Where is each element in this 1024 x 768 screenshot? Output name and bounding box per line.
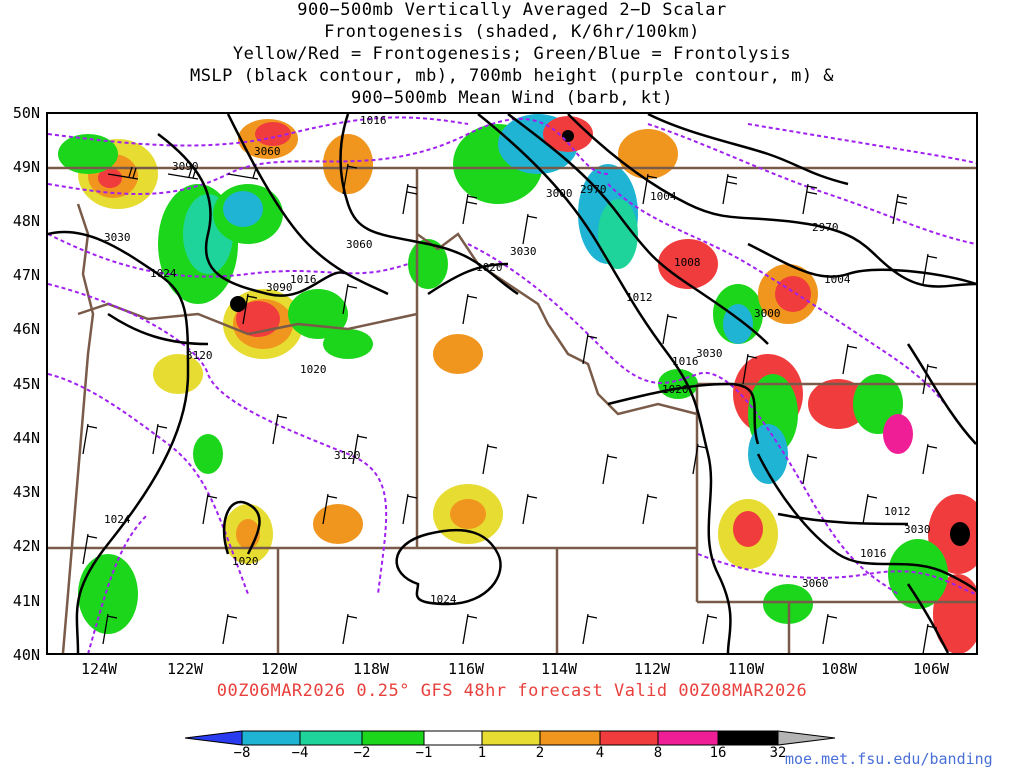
title-line-1: 900−500mb Vertically Averaged 2−D Scalar [297, 0, 727, 20]
mslp-label: 1024 [104, 513, 131, 526]
lon-label: 124W [80, 660, 118, 678]
lon-label: 116W [447, 660, 485, 678]
colorbar-label: 1 [477, 745, 487, 761]
height-contours [48, 116, 976, 653]
lon-label: 110W [727, 660, 765, 678]
title-line-4: MSLP (black contour, mb), 700mb height (… [189, 66, 835, 86]
frontogenesis-shading [58, 114, 976, 653]
mslp-label: 1024 [150, 267, 177, 280]
colorbar-label: −4 [291, 745, 309, 761]
mslp-labels: 1016 1024 1016 1020 1020 1004 1008 1012 … [104, 114, 911, 606]
lon-label: 106W [912, 660, 950, 678]
colorbar-label: −1 [415, 745, 433, 761]
lat-label: 49N [12, 158, 40, 176]
colorbar-swatch [423, 730, 483, 746]
colorbar-swatch [299, 730, 363, 746]
height-label: 3000 [546, 187, 573, 200]
height-label: 3060 [346, 238, 373, 251]
colorbar-swatch [481, 730, 541, 746]
colorbar-swatch [717, 730, 779, 746]
mslp-contours [48, 114, 976, 653]
mslp-label: 1004 [824, 273, 851, 286]
lat-label: 44N [12, 429, 40, 447]
lat-label: 41N [12, 592, 40, 610]
colorbar-swatch [361, 730, 425, 746]
mslp-label: 1012 [884, 505, 911, 518]
map-panel: 1016 1024 1016 1020 1020 1004 1008 1012 … [46, 112, 978, 655]
mslp-label: 1016 [672, 355, 699, 368]
height-label: 3030 [904, 523, 931, 536]
height-label: 3060 [254, 145, 281, 158]
wind-barbs [82, 163, 938, 653]
colorbar-label: 4 [595, 745, 605, 761]
height-label: 3060 [802, 577, 829, 590]
mslp-label: 1020 [476, 261, 503, 274]
title-line-5: 900−500mb Mean Wind (barb, kt) [350, 88, 674, 108]
colorbar [184, 730, 836, 746]
height-label: 3030 [104, 231, 131, 244]
lat-label: 40N [12, 646, 40, 664]
lat-label: 43N [12, 483, 40, 501]
colorbar-swatch [539, 730, 601, 746]
lat-label: 50N [12, 104, 40, 122]
mslp-label: 1012 [626, 291, 653, 304]
colorbar-swatch [657, 730, 719, 746]
height-label: 3120 [334, 449, 361, 462]
colorbar-label: −8 [233, 745, 251, 761]
height-label: 3030 [510, 245, 537, 258]
colorbar-swatch [184, 730, 243, 746]
height-label: 3030 [696, 347, 723, 360]
lon-label: 122W [166, 660, 204, 678]
lat-label: 42N [12, 537, 40, 555]
colorbar-label: 32 [769, 745, 787, 761]
height-label: 3090 [266, 281, 293, 294]
title-line-3: Yellow/Red = Frontogenesis; Green/Blue =… [232, 44, 792, 64]
lat-label: 45N [12, 375, 40, 393]
height-label: 3090 [172, 160, 199, 173]
mslp-label: 1008 [674, 256, 701, 269]
mslp-label: 1004 [650, 190, 677, 203]
colorbar-label: 2 [535, 745, 545, 761]
credit-link[interactable]: moe.met.fsu.edu/banding [785, 750, 993, 768]
colorbar-swatch [777, 730, 836, 746]
colorbar-swatch [599, 730, 659, 746]
height-label: 3120 [186, 349, 213, 362]
mslp-label: 1020 [300, 363, 327, 376]
colorbar-label: −2 [353, 745, 371, 761]
colorbar-label: 8 [653, 745, 663, 761]
lon-label: 118W [352, 660, 390, 678]
lon-label: 120W [260, 660, 298, 678]
forecast-valid-time: 00Z06MAR2026 0.25° GFS 48hr forecast Val… [216, 681, 808, 701]
lon-label: 112W [633, 660, 671, 678]
mslp-label: 1016 [290, 273, 317, 286]
lat-label: 48N [12, 212, 40, 230]
height-labels: 3060 3030 3090 3060 3090 3120 3000 2970 … [104, 145, 931, 590]
title-line-2: Frontogenesis (shaded, K/6hr/100km) [324, 22, 700, 42]
mslp-label: 1020 [662, 383, 689, 396]
colorbar-swatch [241, 730, 301, 746]
mslp-label: 1020 [232, 555, 259, 568]
frontogenesis-map: 1016 1024 1016 1020 1020 1004 1008 1012 … [48, 114, 976, 653]
height-label: 2970 [812, 221, 839, 234]
mslp-label: 1024 [430, 593, 457, 606]
colorbar-label: 16 [709, 745, 727, 761]
lon-label: 114W [540, 660, 578, 678]
lon-label: 108W [820, 660, 858, 678]
height-label: 3000 [754, 307, 781, 320]
height-label: 2970 [580, 183, 607, 196]
mslp-label: 1016 [860, 547, 887, 560]
mslp-label: 1016 [360, 114, 387, 127]
lat-label: 47N [12, 266, 40, 284]
lat-label: 46N [12, 320, 40, 338]
